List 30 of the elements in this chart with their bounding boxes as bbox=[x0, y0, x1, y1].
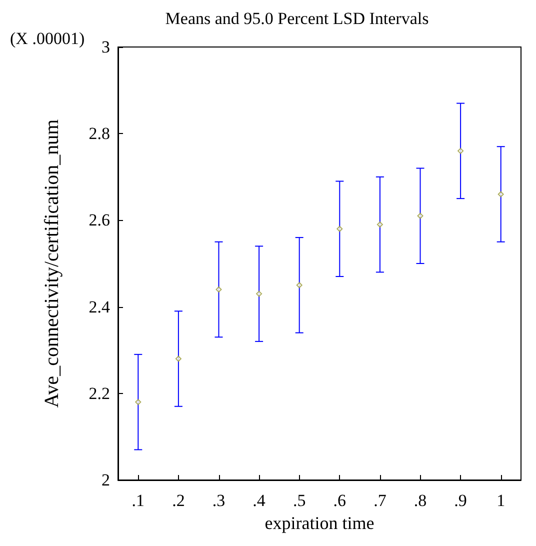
point bbox=[336, 226, 343, 232]
point bbox=[376, 222, 383, 228]
text: (X .00001) bbox=[10, 29, 85, 48]
y-axis-title: Ave_connectivity/certification_num bbox=[41, 118, 63, 408]
x-axis-title: expiration time bbox=[264, 513, 374, 533]
x-tick-label: .8 bbox=[414, 491, 427, 510]
y-tick-label: 2.2 bbox=[88, 384, 110, 403]
y-tick-label: 3 bbox=[102, 38, 110, 56]
x-tick-label: .9 bbox=[454, 491, 467, 510]
point bbox=[296, 282, 302, 288]
point bbox=[417, 212, 424, 219]
chart-title: Means and 95.0 Percent LSD Intervals bbox=[165, 9, 429, 28]
x-tick-label: .5 bbox=[292, 491, 306, 510]
point bbox=[135, 399, 142, 406]
x-tick-label: .4 bbox=[252, 491, 266, 510]
y-tick-label: 2 bbox=[102, 470, 110, 490]
x-tick-label: .7 bbox=[374, 491, 387, 510]
x-tick-label: .3 bbox=[212, 491, 226, 510]
y-tick-label: 2.4 bbox=[88, 297, 110, 316]
point bbox=[216, 286, 222, 292]
x-tick-label: 1 bbox=[496, 491, 506, 510]
point bbox=[498, 191, 504, 198]
y-tick-label: 2.8 bbox=[88, 124, 110, 144]
y-tick-label: 2.6 bbox=[88, 210, 110, 230]
x-tick-label: .2 bbox=[172, 491, 185, 510]
x-tick-label: .1 bbox=[132, 491, 145, 510]
point bbox=[458, 148, 464, 154]
point bbox=[175, 356, 182, 362]
x-tick-label: .6 bbox=[333, 491, 346, 510]
point bbox=[256, 290, 262, 297]
